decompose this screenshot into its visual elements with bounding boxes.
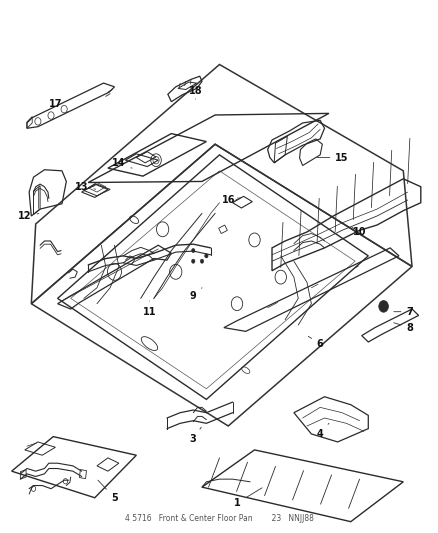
Text: 18: 18: [188, 86, 202, 99]
Circle shape: [191, 259, 194, 263]
Text: 6: 6: [307, 336, 323, 349]
Text: 1: 1: [233, 488, 261, 508]
Circle shape: [191, 248, 194, 253]
Text: 4 5716   Front & Center Floor Pan        23   NNJJ88: 4 5716 Front & Center Floor Pan 23 NNJJ8…: [125, 514, 313, 523]
Text: 13: 13: [75, 182, 95, 192]
Text: 17: 17: [49, 99, 67, 111]
Text: 14: 14: [112, 158, 132, 168]
Text: 3: 3: [190, 427, 201, 445]
Text: 15: 15: [316, 152, 348, 163]
Text: 10: 10: [351, 227, 365, 237]
Text: 8: 8: [393, 322, 412, 333]
Text: 9: 9: [190, 288, 201, 301]
Text: 4: 4: [316, 423, 328, 439]
Text: 11: 11: [142, 301, 156, 317]
Circle shape: [378, 301, 388, 312]
Text: 7: 7: [393, 306, 412, 317]
Text: 5: 5: [98, 480, 117, 503]
Text: 16: 16: [221, 195, 237, 205]
Circle shape: [200, 259, 203, 263]
Circle shape: [204, 254, 208, 258]
Text: 12: 12: [18, 211, 39, 221]
